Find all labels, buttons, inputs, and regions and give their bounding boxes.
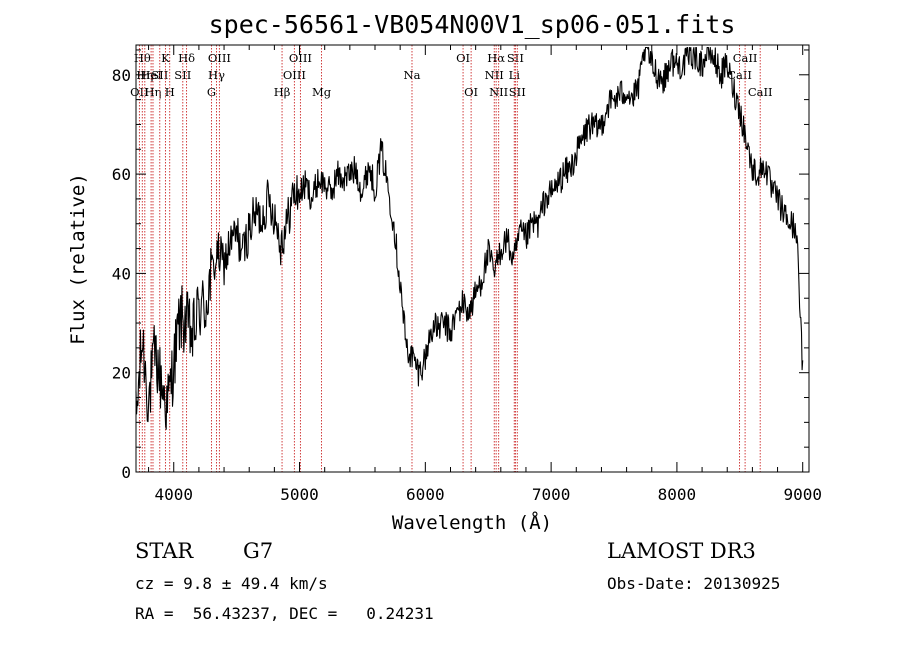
x-axis-label: Wavelength (Å) <box>392 511 552 534</box>
spectrum-line <box>135 46 804 430</box>
plot-frame <box>135 44 810 473</box>
y-tick-label: 20 <box>112 364 131 383</box>
spectral-line-label: Na <box>404 68 421 82</box>
spectral-line-label: HeI <box>140 68 161 82</box>
spectral-line-label: NII <box>485 68 504 82</box>
spectral-line-label: Hγ <box>208 68 225 82</box>
spectral-line-label: CaII <box>727 68 752 82</box>
x-tick-label: 7000 <box>532 485 571 504</box>
x-axis-ticks: 4000 5000 6000 7000 8000 9000 <box>148 45 822 504</box>
x-tick-label: 8000 <box>658 485 697 504</box>
spectral-line-label: Hβ <box>274 85 291 99</box>
spectral-line-label: NII <box>489 85 508 99</box>
spectral-line-label: Li <box>509 68 521 82</box>
spectral-line-label: OI <box>456 51 470 65</box>
survey-name: LAMOST DR3 <box>607 539 756 563</box>
spectral-line-label: SII <box>509 85 526 99</box>
spectral-line-label: SII <box>174 68 191 82</box>
x-tick-label: 5000 <box>280 485 319 504</box>
spectral-line-label: OII <box>130 85 149 99</box>
object-class: STAR <box>135 539 194 563</box>
spectral-line-label: Mg <box>312 85 332 99</box>
y-axis-ticks: 0 20 40 60 80 <box>112 49 809 482</box>
x-tick-label: 9000 <box>783 485 822 504</box>
obs-date-text: Obs-Date: 20130925 <box>607 574 780 593</box>
spectral-line-label: OIII <box>283 68 306 82</box>
spectral-line-label: H <box>165 85 175 99</box>
y-tick-label: 80 <box>112 66 131 85</box>
y-axis-label: Flux (relative) <box>67 173 89 345</box>
spectral-line-label: Hα <box>487 51 505 65</box>
spectral-line-label: CaII <box>748 85 773 99</box>
spectral-line-label: Hθ <box>134 51 151 65</box>
spectral-line-label: K <box>161 51 170 65</box>
spectral-line-label: CaII <box>733 51 758 65</box>
spectral-subclass: G7 <box>243 539 273 563</box>
spectral-line-label: Hδ <box>178 51 195 65</box>
y-tick-label: 60 <box>112 165 131 184</box>
spectral-line-label: G <box>207 85 216 99</box>
x-tick-label: 4000 <box>154 485 193 504</box>
spectral-line-label: SII <box>507 51 524 65</box>
spectral-line-label: OIII <box>208 51 231 65</box>
spectral-line-label: OIII <box>289 51 312 65</box>
spectral-line-label: Hη <box>145 85 162 99</box>
y-tick-label: 0 <box>121 463 131 482</box>
redshift-text: cz = 9.8 ± 49.4 km/s <box>135 574 328 593</box>
spectral-line-label: SII <box>151 68 168 82</box>
spectral-line-label: OI <box>464 85 478 99</box>
x-tick-label: 6000 <box>406 485 445 504</box>
chart-title: spec-56561-VB054N00V1_sp06-051.fits <box>209 10 736 39</box>
y-tick-label: 40 <box>112 264 131 283</box>
coordinates-text: RA = 56.43237, DEC = 0.24231 <box>135 604 434 623</box>
